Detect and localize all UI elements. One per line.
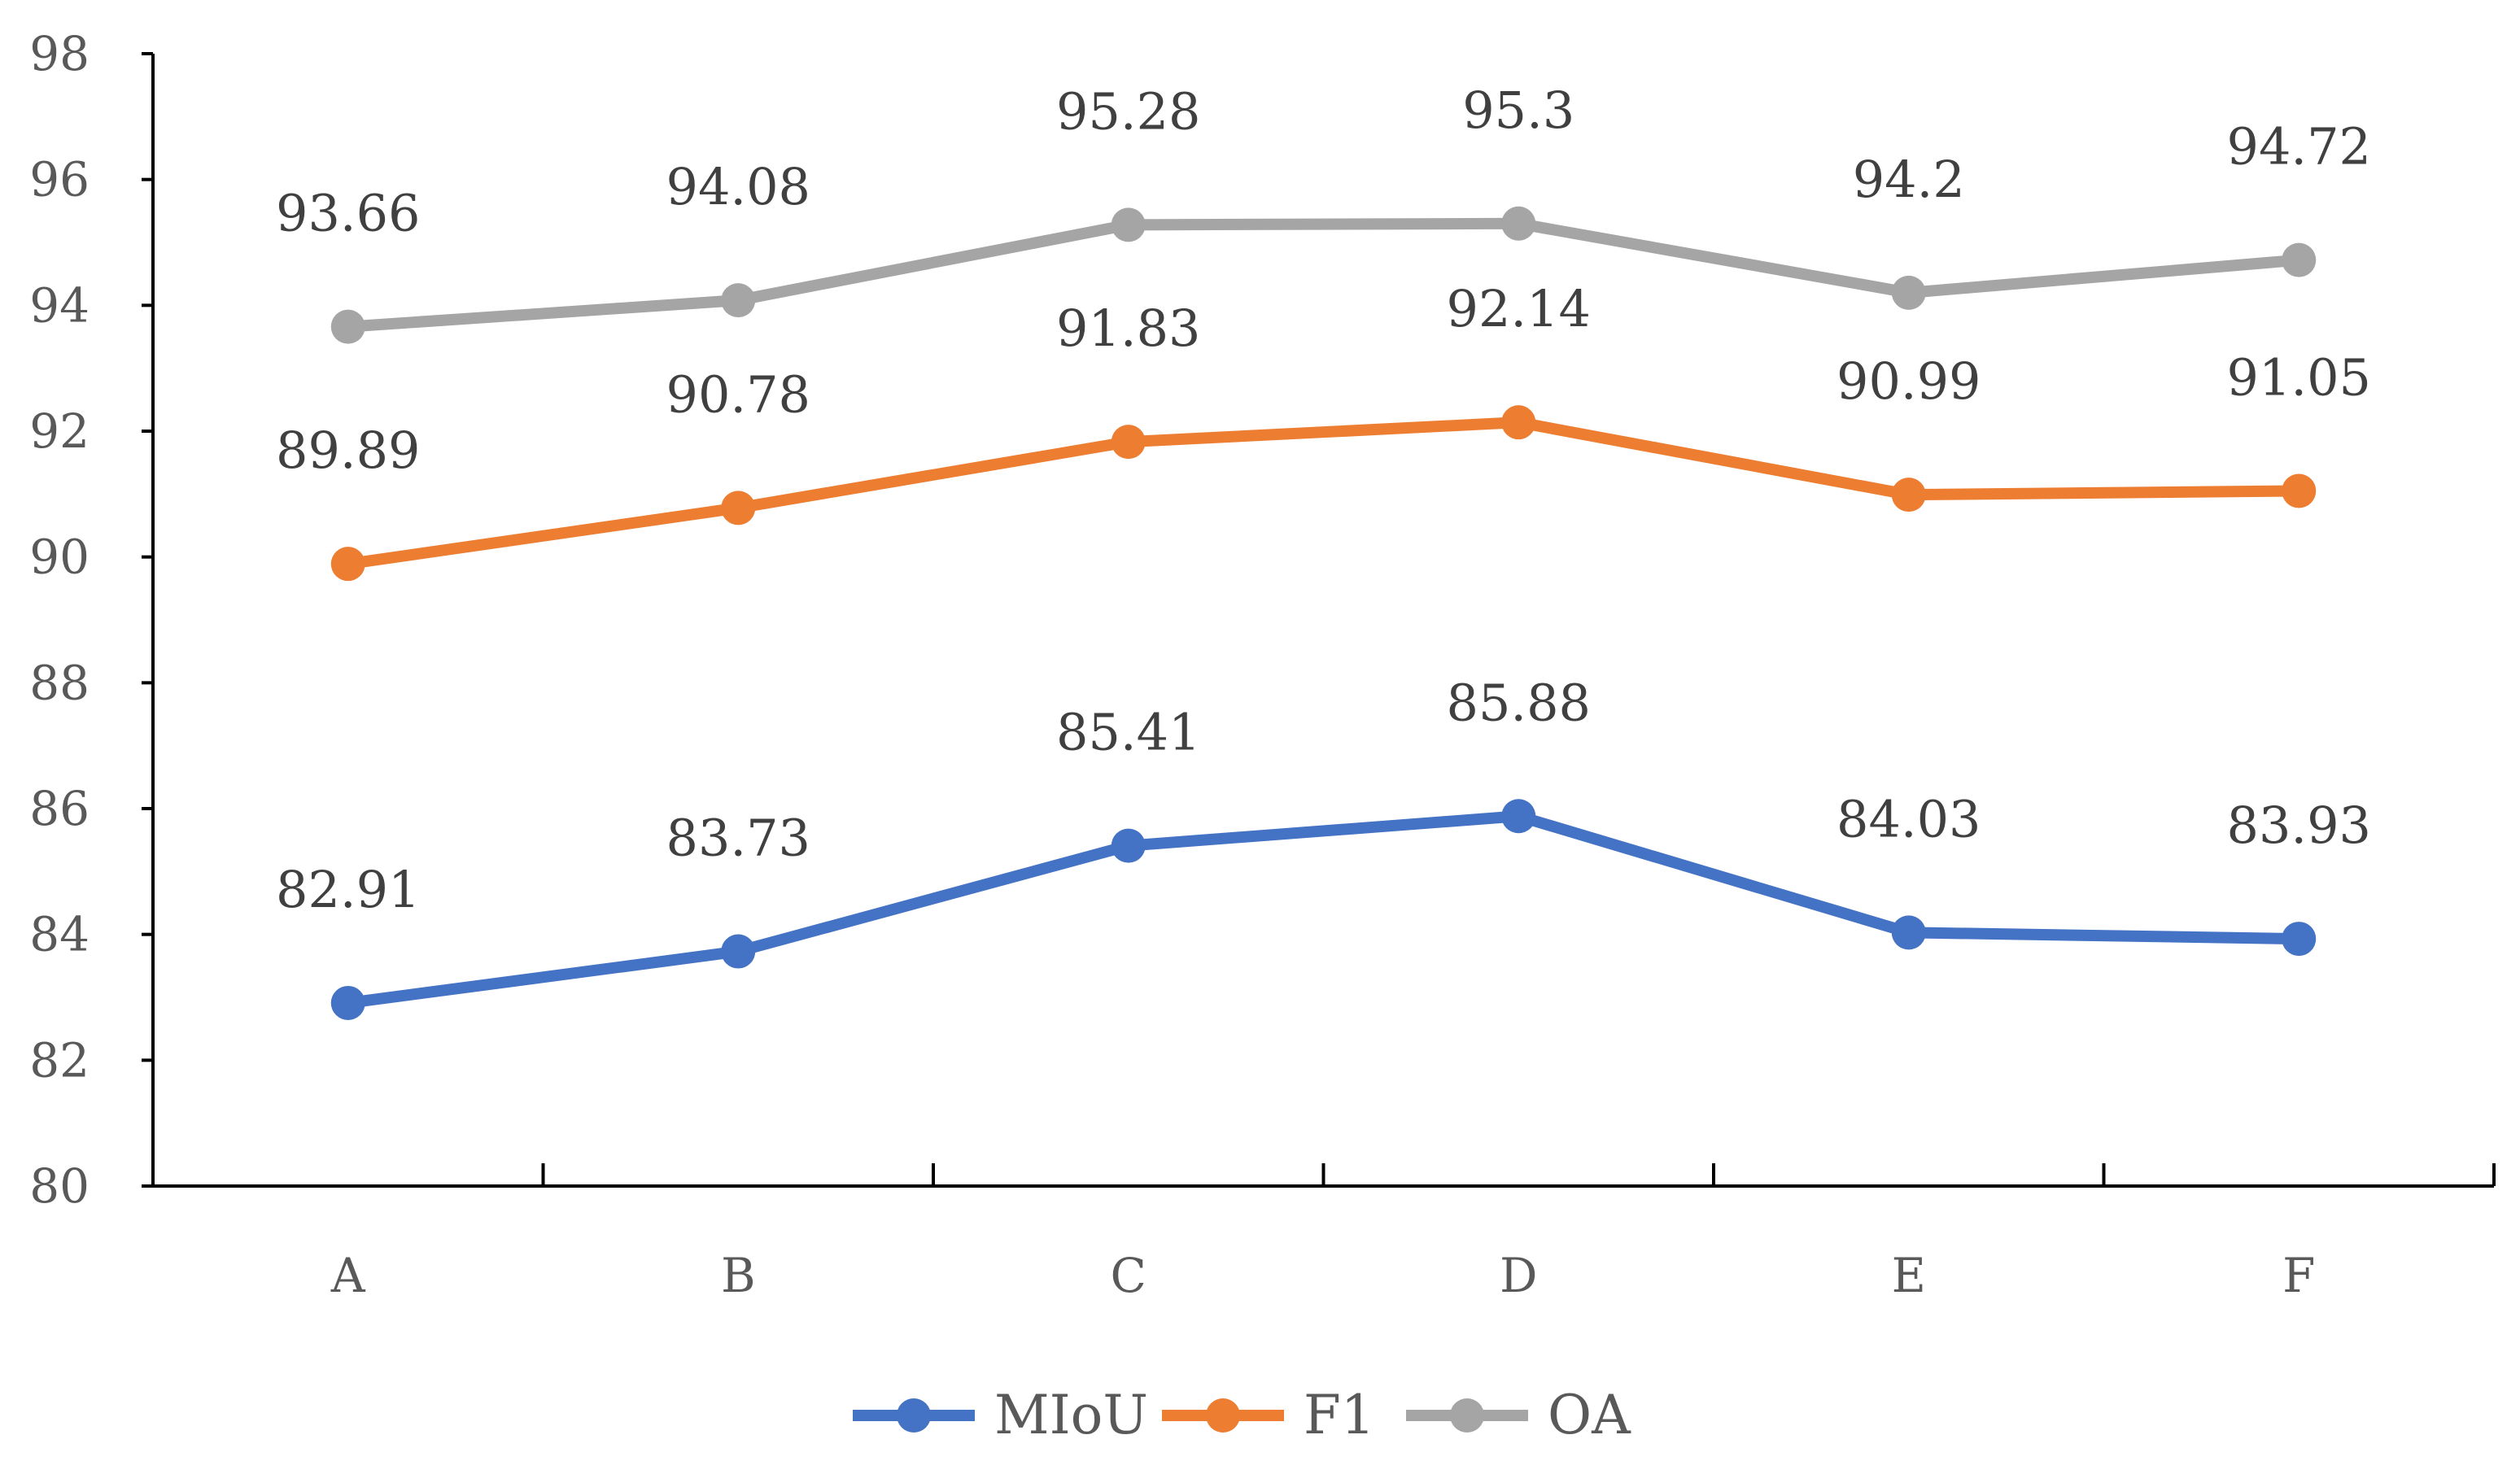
data-label-oa: 95.3 xyxy=(1462,81,1574,140)
data-label-miou: 84.03 xyxy=(1836,789,1981,848)
y-tick-label: 92 xyxy=(29,403,90,459)
data-point-miou xyxy=(1891,915,1926,950)
data-label-miou: 83.73 xyxy=(666,809,811,868)
data-label-f1: 90.99 xyxy=(1836,351,1981,411)
data-label-oa: 94.08 xyxy=(666,157,811,216)
data-label-f1: 90.78 xyxy=(666,364,811,424)
data-point-f1 xyxy=(1891,478,1926,512)
data-point-f1 xyxy=(330,547,365,582)
data-point-oa xyxy=(2282,242,2317,277)
y-tick-label: 94 xyxy=(29,277,90,333)
data-point-miou xyxy=(2282,922,2317,957)
legend-label: F1 xyxy=(1304,1384,1375,1446)
data-point-f1 xyxy=(1501,405,1536,440)
data-label-f1: 91.05 xyxy=(2227,347,2372,407)
data-labels-layer: 82.91 83.73 85.41 85.88 84.03 83.93 89.89 90.78… xyxy=(276,81,2371,919)
legend-swatch-marker xyxy=(1206,1398,1240,1433)
legend-item-f1: F1 xyxy=(1162,1384,1375,1446)
axes-layer: 80 82 84 86 88 90 92 94 96 98 A B C D E F xyxy=(29,26,2496,1303)
data-point-f1 xyxy=(721,491,756,526)
legend-label: OA xyxy=(1548,1384,1631,1446)
data-label-miou: 83.93 xyxy=(2227,796,2372,855)
legend: MIoU F1 OA xyxy=(853,1384,1631,1446)
data-label-f1: 89.89 xyxy=(276,421,421,480)
data-label-oa: 95.28 xyxy=(1056,81,1201,141)
y-tick-label: 88 xyxy=(29,655,90,710)
data-point-oa xyxy=(721,283,756,318)
x-tick-label: A xyxy=(330,1248,366,1303)
y-tick-label: 90 xyxy=(29,530,90,585)
y-tick-label: 96 xyxy=(29,152,90,207)
x-tick-label: F xyxy=(2282,1248,2315,1303)
y-tick-label: 98 xyxy=(29,26,90,81)
data-label-oa: 94.72 xyxy=(2227,117,2372,177)
data-point-oa xyxy=(1501,206,1536,241)
data-point-miou xyxy=(1501,799,1536,834)
data-point-oa xyxy=(1891,275,1926,310)
x-tick-label: B xyxy=(721,1248,756,1303)
x-tick-label: C xyxy=(1111,1248,1146,1303)
legend-swatch-marker xyxy=(897,1398,931,1433)
data-label-f1: 91.83 xyxy=(1056,299,1201,358)
y-tick-label: 80 xyxy=(29,1158,90,1214)
data-label-miou: 85.41 xyxy=(1056,703,1201,762)
y-tick-label: 86 xyxy=(29,781,90,836)
data-point-oa xyxy=(1111,207,1146,242)
legend-item-miou: MIoU xyxy=(853,1384,1148,1446)
series-line-f1 xyxy=(342,416,2305,570)
legend-label: MIoU xyxy=(994,1384,1148,1446)
data-label-f1: 92.14 xyxy=(1447,279,1592,338)
data-label-miou: 82.91 xyxy=(276,860,421,919)
x-tick-label: E xyxy=(1892,1248,1926,1303)
legend-item-oa: OA xyxy=(1406,1384,1631,1446)
data-label-miou: 85.88 xyxy=(1447,673,1592,732)
y-tick-label: 82 xyxy=(29,1032,90,1088)
data-label-oa: 94.2 xyxy=(1853,150,1965,209)
data-point-miou xyxy=(330,985,365,1020)
series-line-oa xyxy=(342,217,2305,333)
data-point-miou xyxy=(1111,828,1146,863)
data-point-oa xyxy=(330,309,365,344)
x-tick-label: D xyxy=(1500,1248,1538,1303)
data-point-f1 xyxy=(2282,473,2317,508)
legend-swatch-marker xyxy=(1450,1398,1484,1433)
data-point-miou xyxy=(721,934,756,969)
data-point-f1 xyxy=(1111,425,1146,460)
y-tick-label: 84 xyxy=(29,907,90,962)
series-line-miou xyxy=(342,810,2305,1009)
data-label-oa: 93.66 xyxy=(276,184,421,243)
series-layer xyxy=(330,206,2317,1020)
